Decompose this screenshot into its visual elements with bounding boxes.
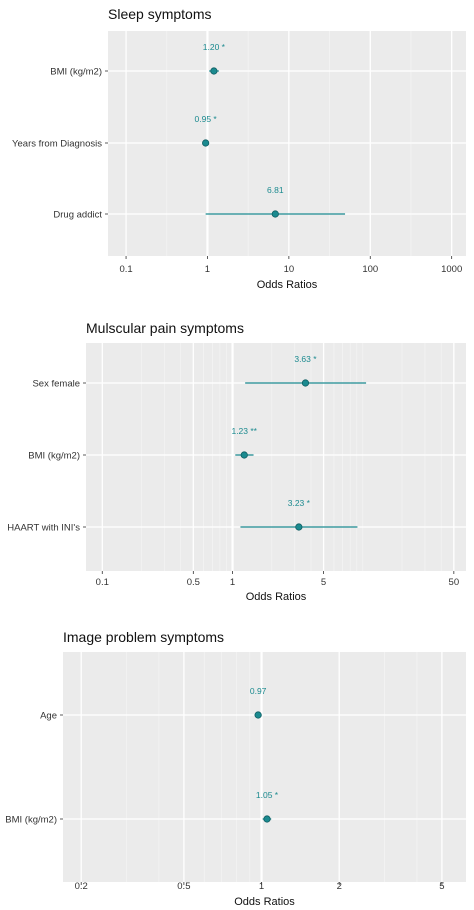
row-2: 0.95 * Years from Diagnosis bbox=[12, 114, 217, 150]
odds-ratio-point bbox=[295, 523, 303, 531]
data-label: 6.81 bbox=[267, 185, 284, 195]
data-label: 0.97 bbox=[250, 686, 267, 696]
panel-3: Image problem symptoms 0.97 Age 1.05 * BMI (… bbox=[5, 629, 466, 908]
panel-title: Mulscular pain symptoms bbox=[86, 320, 244, 336]
panel-title: Image problem symptoms bbox=[63, 629, 224, 645]
category-label: Drug addict bbox=[53, 210, 102, 221]
row-2: 1.23 ** BMI (kg/m2) bbox=[28, 426, 257, 462]
x-tick-label: 5 bbox=[439, 881, 444, 892]
category-label: Sex female bbox=[32, 379, 80, 390]
x-tick-label: 50 bbox=[449, 577, 460, 588]
data-label: 1.05 * bbox=[256, 790, 279, 800]
category-label: BMI (kg/m2) bbox=[28, 451, 80, 462]
x-axis-title: Odds Ratios bbox=[246, 591, 307, 603]
x-tick-label: 0.1 bbox=[119, 264, 132, 275]
panel-title: Sleep symptoms bbox=[108, 6, 211, 22]
category-label: Years from Diagnosis bbox=[12, 139, 102, 150]
x-tick-label: 0.5 bbox=[177, 881, 190, 892]
category-label: HAART with INI's bbox=[7, 523, 80, 534]
odds-ratio-point bbox=[240, 451, 248, 459]
panel-background bbox=[63, 652, 466, 882]
odds-ratio-point bbox=[263, 815, 271, 823]
panel-2: Mulscular pain symptoms 3.63 * Sex female 1… bbox=[7, 320, 466, 603]
odds-ratio-point bbox=[254, 711, 262, 719]
row-3: 6.81 Drug addict bbox=[53, 185, 346, 221]
x-tick-label: 1 bbox=[259, 881, 264, 892]
category-label: BMI (kg/m2) bbox=[5, 815, 57, 826]
category-label: BMI (kg/m2) bbox=[50, 67, 102, 78]
x-tick-label: 1000 bbox=[441, 264, 462, 275]
data-label: 3.63 * bbox=[294, 354, 317, 364]
x-axis-title: Odds Ratios bbox=[234, 896, 295, 908]
row-3: 3.23 * HAART with INI's bbox=[7, 498, 358, 534]
panel-background bbox=[86, 343, 466, 571]
x-axis-title: Odds Ratios bbox=[257, 279, 318, 291]
row-2: 1.05 * BMI (kg/m2) bbox=[5, 790, 279, 826]
odds-ratio-point bbox=[202, 139, 210, 147]
x-tick-label: 1 bbox=[230, 577, 235, 588]
odds-ratio-point bbox=[210, 67, 218, 75]
x-tick-label: 100 bbox=[362, 264, 378, 275]
x-tick-label: 5 bbox=[321, 577, 326, 588]
data-label: 1.23 ** bbox=[231, 426, 257, 436]
odds-ratio-point bbox=[271, 210, 279, 218]
x-tick-label: 10 bbox=[284, 264, 295, 275]
panel-1: Sleep symptoms 1.20 * BMI (kg/m2) 0.95 * Yea… bbox=[12, 6, 466, 291]
x-tick-label: 2 bbox=[337, 881, 342, 892]
row-1: 1.20 * BMI (kg/m2) bbox=[50, 42, 225, 78]
data-label: 0.95 * bbox=[195, 114, 218, 124]
x-tick-label: 0.2 bbox=[75, 881, 88, 892]
data-label: 3.23 * bbox=[288, 498, 311, 508]
x-tick-label: 0.5 bbox=[187, 577, 200, 588]
data-label: 1.20 * bbox=[203, 42, 226, 52]
category-label: Age bbox=[40, 711, 57, 722]
row-1: 3.63 * Sex female bbox=[32, 354, 367, 390]
row-1: 0.97 Age bbox=[40, 686, 267, 722]
x-tick-label: 1 bbox=[205, 264, 210, 275]
odds-ratio-point bbox=[301, 379, 310, 387]
x-tick-label: 0.1 bbox=[96, 577, 109, 588]
